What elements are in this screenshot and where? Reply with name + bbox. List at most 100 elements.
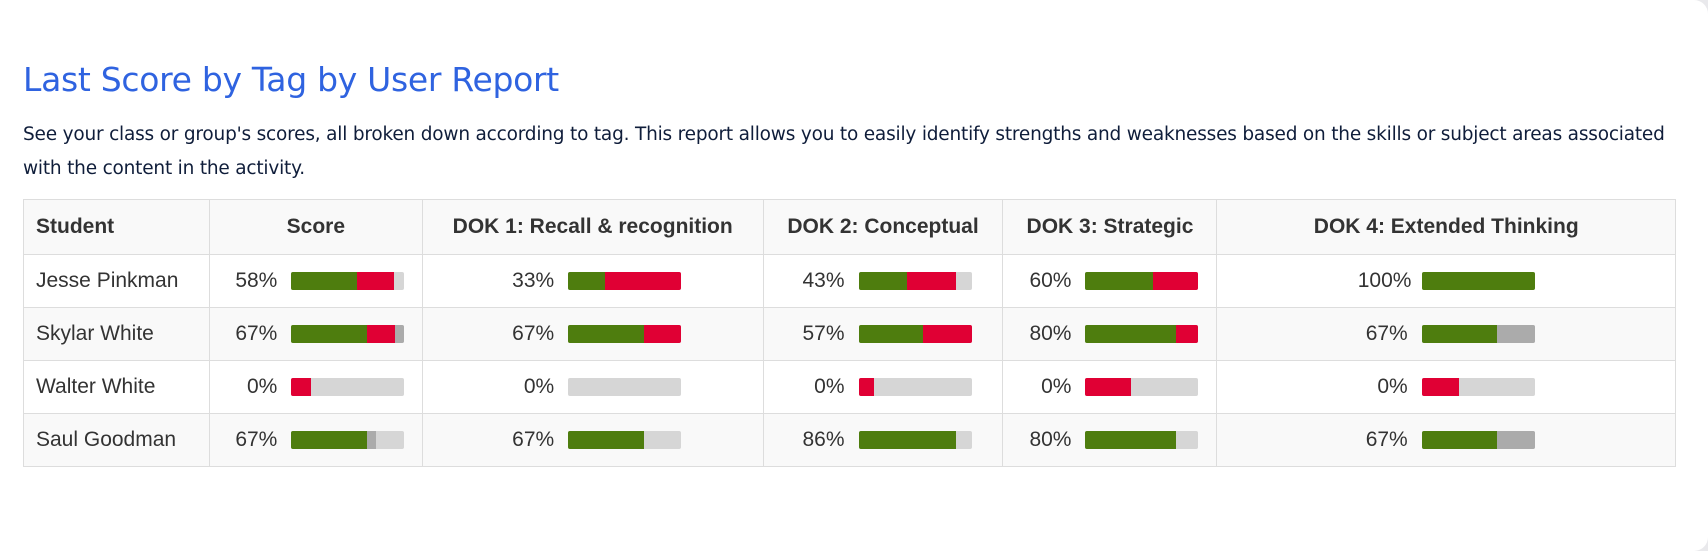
incorrect-segment bbox=[1421, 378, 1459, 397]
score-bar[interactable] bbox=[568, 378, 682, 397]
score-percent: 57% bbox=[802, 322, 845, 346]
score-percent: 80% bbox=[1029, 428, 1072, 452]
tag-score-cell: 43% bbox=[762, 254, 1004, 308]
incorrect-segment bbox=[356, 272, 395, 291]
score-bar[interactable] bbox=[858, 272, 972, 291]
column-header-student[interactable]: Student bbox=[23, 199, 210, 255]
score-percent: 33% bbox=[512, 269, 555, 293]
overall-score-cell: 67% bbox=[208, 413, 423, 467]
tag-score-cell: 100% bbox=[1216, 254, 1676, 308]
correct-segment bbox=[291, 431, 368, 450]
score-bar[interactable] bbox=[568, 272, 682, 291]
score-bar[interactable] bbox=[1421, 431, 1535, 450]
table-row: Skylar White 67% 67% 57% 80% 67% bbox=[23, 307, 1676, 361]
score-percent: 67% bbox=[512, 428, 555, 452]
score-percent: 67% bbox=[512, 322, 555, 346]
score-bar[interactable] bbox=[568, 325, 682, 344]
tag-score-cell: 60% bbox=[1002, 254, 1218, 308]
score-percent: 80% bbox=[1029, 322, 1072, 346]
tag-score-cell: 0% bbox=[762, 360, 1004, 414]
incorrect-segment bbox=[922, 325, 972, 344]
score-percent: 100% bbox=[1357, 269, 1412, 293]
tag-score-cell: 0% bbox=[1002, 360, 1218, 414]
score-percent: 0% bbox=[246, 375, 278, 399]
score-bar[interactable] bbox=[291, 378, 405, 397]
tag-score-cell: 67% bbox=[421, 413, 764, 467]
score-percent: 86% bbox=[802, 428, 845, 452]
partial-segment bbox=[367, 431, 377, 450]
incorrect-segment bbox=[1153, 272, 1199, 291]
score-percent: 67% bbox=[1365, 322, 1408, 346]
column-header-dok3[interactable]: DOK 3: Strategic bbox=[1002, 199, 1218, 255]
score-bar[interactable] bbox=[858, 378, 972, 397]
score-percent: 67% bbox=[235, 322, 278, 346]
incorrect-segment bbox=[1175, 325, 1199, 344]
correct-segment bbox=[568, 325, 644, 344]
score-bar[interactable] bbox=[291, 325, 405, 344]
tag-score-cell: 0% bbox=[421, 360, 764, 414]
score-bar[interactable] bbox=[1085, 325, 1199, 344]
incorrect-segment bbox=[367, 325, 396, 344]
tag-score-cell: 80% bbox=[1002, 413, 1218, 467]
student-name[interactable]: Jesse Pinkman bbox=[23, 254, 210, 308]
overall-score-cell: 67% bbox=[208, 307, 423, 361]
tag-score-cell: 67% bbox=[421, 307, 764, 361]
score-bar[interactable] bbox=[568, 431, 682, 450]
partial-segment bbox=[1497, 431, 1535, 450]
score-percent: 0% bbox=[814, 375, 845, 399]
incorrect-segment bbox=[291, 378, 311, 397]
incorrect-segment bbox=[858, 378, 875, 397]
score-bar[interactable] bbox=[1421, 378, 1535, 397]
column-header-dok1[interactable]: DOK 1: Recall & recognition bbox=[421, 199, 764, 255]
table-row: Jesse Pinkman 58% 33% 43% 60% 100% bbox=[23, 254, 1676, 308]
score-percent: 67% bbox=[235, 428, 278, 452]
score-percent: 43% bbox=[802, 269, 845, 293]
tag-score-cell: 57% bbox=[762, 307, 1004, 361]
correct-segment bbox=[1085, 272, 1154, 291]
column-header-dok4[interactable]: DOK 4: Extended Thinking bbox=[1216, 199, 1676, 255]
correct-segment bbox=[568, 431, 644, 450]
table-body: Jesse Pinkman 58% 33% 43% 60% 100% Skylar Whit… bbox=[23, 254, 1676, 467]
correct-segment bbox=[1421, 431, 1498, 450]
score-percent: 67% bbox=[1365, 428, 1408, 452]
student-name[interactable]: Walter White bbox=[23, 360, 210, 414]
score-bar[interactable] bbox=[291, 431, 405, 450]
report-title: Last Score by Tag by User Report bbox=[23, 60, 559, 99]
incorrect-segment bbox=[1085, 378, 1131, 397]
student-name[interactable]: Skylar White bbox=[23, 307, 210, 361]
score-percent: 0% bbox=[523, 375, 555, 399]
score-bar[interactable] bbox=[858, 431, 972, 450]
partial-segment bbox=[1497, 325, 1535, 344]
score-bar[interactable] bbox=[1085, 272, 1199, 291]
correct-segment bbox=[1085, 431, 1176, 450]
tag-score-cell: 86% bbox=[762, 413, 1004, 467]
score-bar[interactable] bbox=[1085, 431, 1199, 450]
column-header-score[interactable]: Score bbox=[208, 199, 423, 255]
score-bar[interactable] bbox=[1421, 272, 1535, 291]
correct-segment bbox=[291, 325, 368, 344]
tag-score-cell: 33% bbox=[421, 254, 764, 308]
report-description: See your class or group's scores, all br… bbox=[23, 124, 1665, 179]
correct-segment bbox=[1421, 272, 1535, 291]
table-row: Walter White 0% 0% 0% 0% 0% bbox=[23, 360, 1676, 414]
score-percent: 58% bbox=[235, 269, 278, 293]
correct-segment bbox=[858, 325, 923, 344]
correct-segment bbox=[291, 272, 357, 291]
score-bar[interactable] bbox=[1421, 325, 1535, 344]
correct-segment bbox=[1421, 325, 1498, 344]
score-bar[interactable] bbox=[1085, 378, 1199, 397]
column-header-dok2[interactable]: DOK 2: Conceptual bbox=[762, 199, 1004, 255]
correct-segment bbox=[1085, 325, 1176, 344]
table-row: Saul Goodman 67% 67% 86% 80% 67% bbox=[23, 413, 1676, 467]
score-bar[interactable] bbox=[858, 325, 972, 344]
table-header-row: Student Score DOK 1: Recall & recognitio… bbox=[23, 199, 1676, 255]
correct-segment bbox=[858, 431, 956, 450]
tag-score-cell: 67% bbox=[1216, 307, 1676, 361]
score-bar[interactable] bbox=[291, 272, 405, 291]
tag-score-cell: 80% bbox=[1002, 307, 1218, 361]
tag-score-cell: 0% bbox=[1216, 360, 1676, 414]
incorrect-segment bbox=[643, 325, 682, 344]
student-name[interactable]: Saul Goodman bbox=[23, 413, 210, 467]
score-table: Student Score DOK 1: Recall & recognitio… bbox=[23, 199, 1676, 467]
